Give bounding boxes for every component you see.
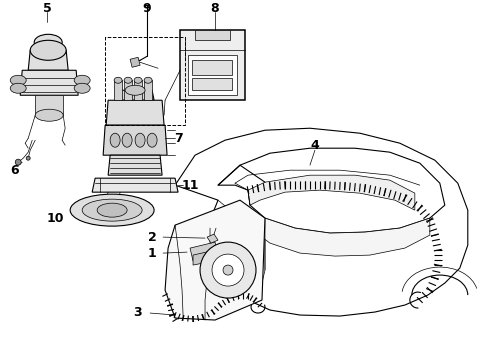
- Ellipse shape: [125, 85, 145, 95]
- Polygon shape: [195, 30, 230, 40]
- Circle shape: [200, 242, 256, 298]
- Text: 1: 1: [147, 247, 156, 260]
- Ellipse shape: [147, 133, 157, 147]
- Polygon shape: [124, 80, 132, 100]
- Polygon shape: [165, 200, 265, 320]
- Polygon shape: [130, 57, 140, 67]
- Ellipse shape: [35, 109, 63, 121]
- Polygon shape: [248, 175, 415, 210]
- Ellipse shape: [74, 75, 90, 85]
- Polygon shape: [190, 242, 218, 261]
- Ellipse shape: [82, 199, 142, 221]
- Polygon shape: [116, 90, 154, 100]
- Polygon shape: [92, 178, 178, 192]
- Ellipse shape: [30, 40, 66, 60]
- Polygon shape: [114, 80, 122, 100]
- Circle shape: [26, 156, 30, 160]
- Polygon shape: [192, 78, 232, 90]
- Polygon shape: [108, 155, 162, 175]
- Polygon shape: [35, 95, 63, 115]
- Ellipse shape: [70, 194, 154, 226]
- Text: 4: 4: [311, 139, 319, 152]
- Polygon shape: [20, 70, 78, 95]
- Ellipse shape: [74, 83, 90, 93]
- Text: 10: 10: [47, 212, 64, 225]
- Ellipse shape: [122, 133, 132, 147]
- Polygon shape: [255, 218, 430, 256]
- Ellipse shape: [97, 203, 127, 217]
- Ellipse shape: [124, 77, 132, 83]
- Polygon shape: [28, 50, 68, 70]
- Polygon shape: [175, 128, 468, 316]
- Bar: [105, 37, 185, 125]
- Text: 8: 8: [211, 2, 220, 15]
- Ellipse shape: [10, 75, 26, 85]
- Polygon shape: [192, 60, 232, 75]
- Polygon shape: [106, 100, 164, 125]
- Circle shape: [223, 265, 233, 275]
- Polygon shape: [103, 125, 167, 155]
- Text: 11: 11: [181, 179, 199, 192]
- Ellipse shape: [134, 77, 142, 83]
- Ellipse shape: [110, 133, 120, 147]
- Text: 3: 3: [133, 306, 142, 319]
- Polygon shape: [218, 148, 445, 233]
- Text: 2: 2: [147, 231, 156, 244]
- Ellipse shape: [144, 77, 152, 83]
- Ellipse shape: [10, 83, 26, 93]
- Circle shape: [15, 159, 21, 165]
- Ellipse shape: [135, 133, 145, 147]
- Polygon shape: [207, 234, 218, 243]
- Polygon shape: [188, 55, 237, 95]
- Polygon shape: [180, 30, 245, 100]
- Polygon shape: [144, 80, 152, 100]
- Text: 7: 7: [173, 132, 182, 145]
- Ellipse shape: [34, 34, 62, 50]
- Text: 9: 9: [143, 2, 151, 15]
- Circle shape: [212, 254, 244, 286]
- Text: 6: 6: [10, 164, 19, 177]
- Ellipse shape: [114, 77, 122, 83]
- Polygon shape: [134, 80, 142, 100]
- Text: 5: 5: [43, 2, 51, 15]
- Polygon shape: [193, 250, 218, 265]
